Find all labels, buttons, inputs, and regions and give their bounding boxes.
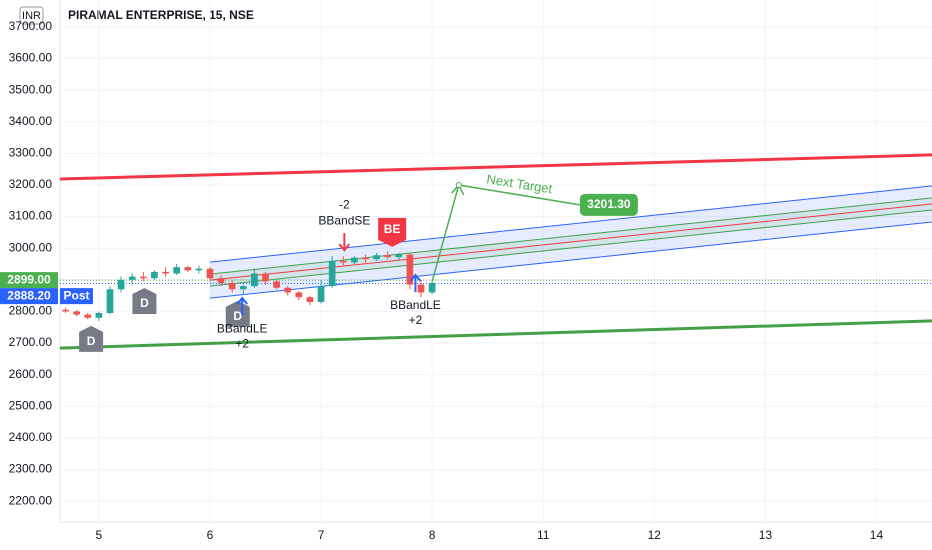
candle-body (428, 282, 436, 293)
candle-body (151, 271, 158, 279)
candle-body (173, 267, 180, 274)
signal-label: BBandLE (217, 321, 268, 335)
candle-body (117, 279, 125, 290)
candle-body (284, 287, 292, 293)
event-badge (132, 287, 157, 314)
candle-body (417, 284, 425, 293)
candle-body (206, 268, 214, 279)
y-tick-label: 3200.00 (9, 177, 53, 191)
candle-body (339, 260, 347, 263)
signal-arrow (409, 273, 422, 293)
signal-arrow (338, 233, 351, 252)
candle-body (162, 271, 169, 274)
price-tag-box (60, 288, 93, 305)
candle-body (317, 286, 325, 302)
event-badge-label: D (87, 334, 96, 348)
candle-body (195, 268, 203, 271)
x-tick-label: 13 (759, 528, 773, 542)
y-tick-label: 2400.00 (9, 430, 53, 444)
candle-body (217, 278, 225, 283)
y-tick-label: 3500.00 (9, 82, 53, 96)
candle-body (62, 309, 69, 312)
candle-body (251, 273, 258, 287)
y-tick-label: 3400.00 (9, 114, 53, 128)
candle-body (306, 297, 314, 302)
price-label: 2899.00 (7, 272, 51, 286)
candle-body (406, 254, 414, 285)
event-badge (79, 325, 104, 352)
x-tick-label: 7 (318, 528, 325, 542)
anchor-dot (455, 181, 462, 188)
signal-qty: -2 (339, 197, 350, 211)
chart-title: PIRAMAL ENTERPRISE, 15, NSE (68, 8, 254, 22)
y-tick-label: 2300.00 (9, 462, 53, 476)
candle-body (106, 289, 114, 314)
x-tick-label: 12 (648, 528, 662, 542)
candle-body (384, 255, 392, 258)
candle-body (295, 292, 303, 298)
trend-line (209, 185, 932, 263)
y-tick-label: 3100.00 (9, 209, 53, 223)
candle-body (184, 267, 192, 271)
candle-body (139, 276, 147, 279)
y-tick-label: 3300.00 (9, 146, 53, 160)
signal-qty: +2 (235, 336, 249, 350)
y-tick-label: 2600.00 (9, 367, 53, 381)
candle-body (128, 276, 136, 280)
currency: INR (22, 10, 41, 22)
y-tick-label: 3000.00 (9, 240, 53, 254)
signal-qty: +2 (409, 313, 423, 327)
price-label-box (0, 272, 58, 289)
target-badge (579, 193, 638, 216)
event-badge (225, 300, 250, 327)
event-badge-label: D (140, 296, 149, 310)
candle-body (84, 314, 92, 318)
y-tick-label: 2700.00 (9, 335, 53, 349)
candle-body (273, 281, 280, 288)
y-tick-label: 2200.00 (9, 493, 53, 507)
price-label-box (0, 288, 58, 305)
y-tick-label: 2800.00 (9, 304, 53, 318)
candle-body (362, 257, 369, 260)
trend-line (59, 319, 932, 350)
candle-body (351, 257, 358, 263)
y-tick-label: 2500.00 (9, 398, 53, 412)
trend-line (59, 153, 932, 181)
y-tick-label: 3700.00 (9, 19, 53, 33)
x-tick-label: 6 (207, 528, 214, 542)
candle-body (328, 260, 336, 287)
exit-badge-label: BE (384, 222, 401, 236)
candle-body (395, 254, 403, 258)
candle-body (95, 313, 103, 318)
y-tick-label: 3600.00 (9, 51, 53, 65)
currency-box[interactable] (19, 6, 44, 25)
x-tick-label: 11 (537, 528, 550, 542)
event-badge-label: D (233, 309, 242, 323)
price-tag: Post (63, 288, 89, 302)
signal-arrow (236, 296, 248, 316)
candle-body (73, 311, 80, 315)
candle-body (239, 286, 247, 290)
exit-badge (378, 217, 407, 247)
candle-body (262, 273, 269, 282)
candle-body (228, 282, 236, 290)
x-tick-label: 5 (96, 528, 103, 542)
candle-body (373, 255, 380, 260)
x-tick-label: 14 (870, 528, 884, 542)
x-tick-label: 8 (429, 528, 436, 542)
signal-label: BBandSE (318, 213, 370, 227)
target-value: 3201.30 (587, 197, 631, 211)
signal-label: BBandLE (390, 298, 441, 312)
price-label: 2888.20 (7, 288, 51, 302)
